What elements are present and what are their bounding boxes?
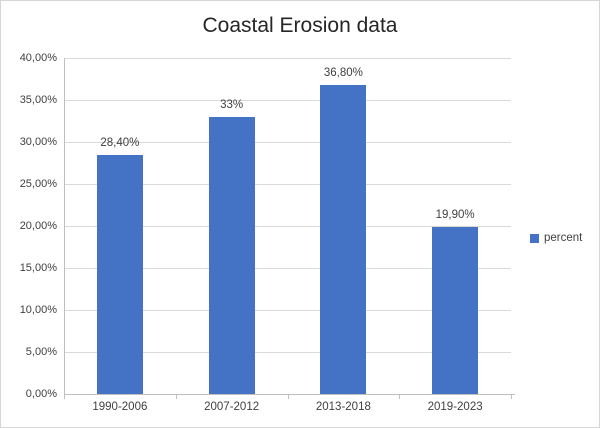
x-axis-tick-mark <box>511 395 512 399</box>
bar-data-label: 19,90% <box>435 208 475 221</box>
gridline <box>64 268 511 269</box>
bar-2019-2023 <box>432 226 479 394</box>
gridline <box>64 58 511 59</box>
y-axis-tick-label: 25,00% <box>19 178 57 190</box>
bar-2013-2018 <box>320 84 367 394</box>
gridline <box>64 310 511 311</box>
x-axis-tick-mark <box>399 395 401 399</box>
gridline <box>64 184 511 185</box>
y-axis-tick-label: 5,00% <box>25 346 57 358</box>
x-axis-category-label: 2013-2018 <box>315 401 371 413</box>
y-axis-tick-label: 40,00% <box>19 52 57 64</box>
x-axis-tick-mark <box>175 395 177 399</box>
y-axis-tick-label: 30,00% <box>19 136 57 148</box>
y-axis-tick-label: 0,00% <box>25 388 57 400</box>
bar-data-label: 33% <box>220 98 244 111</box>
x-axis-tick-mark <box>64 395 65 399</box>
gridline <box>64 100 511 101</box>
x-axis-line <box>64 394 515 395</box>
bar-data-label: 36,80% <box>323 66 363 79</box>
legend-swatch-icon <box>530 233 539 243</box>
x-axis-category-label: 2019-2023 <box>427 401 483 413</box>
bar-1990-2006 <box>96 155 143 394</box>
x-axis-tick-mark <box>287 395 289 399</box>
y-axis-tick-label: 10,00% <box>19 304 57 316</box>
y-axis-tick-label: 35,00% <box>19 94 57 106</box>
gridline <box>64 142 511 143</box>
x-axis-category-label: 1990-2006 <box>92 401 148 413</box>
gridline <box>64 226 511 227</box>
y-axis-line <box>64 58 65 394</box>
y-axis-tick-label: 20,00% <box>19 220 57 232</box>
x-axis-category-label: 2007-2012 <box>204 401 260 413</box>
bar-data-label: 28,40% <box>100 137 140 150</box>
legend: percent <box>530 232 582 244</box>
y-axis-tick-label: 15,00% <box>19 262 57 274</box>
chart-title: Coastal Erosion data <box>202 14 398 37</box>
legend-label: percent <box>544 232 583 244</box>
bar-2007-2012 <box>208 116 255 394</box>
gridline <box>64 352 511 353</box>
